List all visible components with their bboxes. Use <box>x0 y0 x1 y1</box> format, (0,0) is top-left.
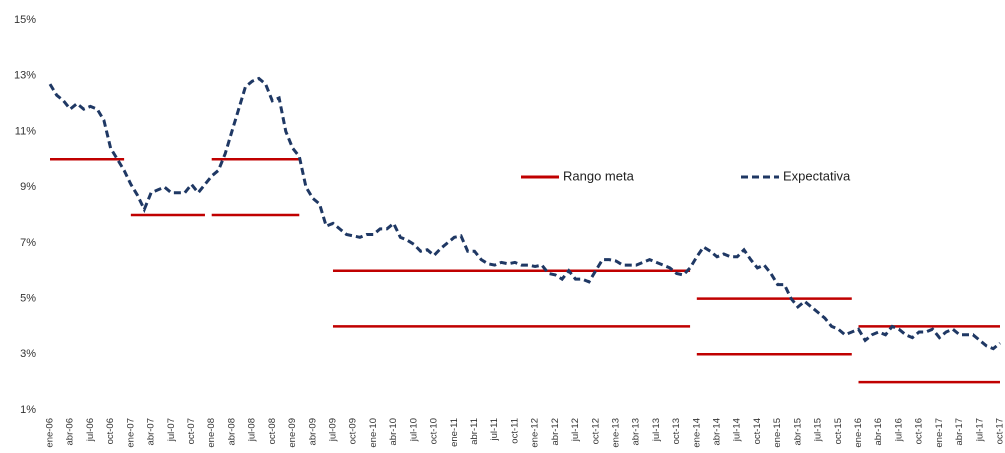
y-tick-label: 3% <box>20 348 36 360</box>
x-tick-label: ene-16 <box>853 418 864 448</box>
x-tick-label: oct-16 <box>914 418 925 444</box>
x-tick-label: ene-15 <box>772 418 783 448</box>
line-series <box>48 76 1001 351</box>
x-tick-label: jul-12 <box>570 418 581 442</box>
x-tick-label: abr-10 <box>388 418 399 445</box>
x-tick-label: ene-07 <box>125 418 136 448</box>
x-tick-label: ene-14 <box>691 418 702 448</box>
x-tick-label: ene-06 <box>45 418 56 448</box>
x-tick-label: oct-15 <box>833 418 844 444</box>
x-tick-label: abr-09 <box>307 418 318 445</box>
x-tick-label: abr-11 <box>469 418 480 445</box>
x-tick-label: jul-14 <box>732 418 743 442</box>
x-tick-label: abr-12 <box>550 418 561 445</box>
x-tick-label: ene-10 <box>368 418 379 448</box>
x-tick-label: oct-09 <box>348 418 359 444</box>
x-tick-label: jul-07 <box>166 418 177 442</box>
x-tick-label: jul-10 <box>408 418 419 442</box>
y-tick-label: 7% <box>20 237 36 249</box>
x-tick-label: oct-11 <box>509 418 520 444</box>
legend-label: Rango meta <box>563 168 635 183</box>
x-tick-label: ene-12 <box>530 418 541 448</box>
x-tick-label: abr-08 <box>226 418 237 445</box>
x-tick-label: oct-06 <box>105 418 116 444</box>
x-tick-label: jul-16 <box>893 418 904 442</box>
y-tick-label: 15% <box>14 14 36 26</box>
x-tick-label: jul-15 <box>813 418 824 442</box>
x-tick-label: ene-17 <box>934 418 945 448</box>
x-tick-label: ene-11 <box>449 418 460 447</box>
y-tick-label: 11% <box>15 125 36 137</box>
x-tick-label: oct-07 <box>186 418 197 444</box>
y-tick-label: 5% <box>20 292 36 304</box>
x-tick-label: jul-08 <box>247 418 258 442</box>
x-tick-label: jul-11 <box>489 418 500 442</box>
x-tick-label: abr-07 <box>146 418 157 445</box>
x-tick-label: ene-08 <box>206 418 217 448</box>
x-tick-label: abr-14 <box>712 418 723 445</box>
x-tick-label: jul-17 <box>974 418 985 442</box>
x-tick-label: oct-12 <box>590 418 601 444</box>
x-tick-label: ene-13 <box>610 418 621 448</box>
x-tick-label: abr-13 <box>631 418 642 445</box>
x-tick-label: oct-14 <box>752 418 763 444</box>
y-tick-label: 9% <box>20 181 36 193</box>
x-tick-label: oct-13 <box>671 418 682 444</box>
x-tick-label: oct-10 <box>429 418 440 444</box>
x-tick-label: abr-06 <box>65 418 76 445</box>
x-tick-label: oct-08 <box>267 418 278 444</box>
y-tick-label: 13% <box>14 70 36 82</box>
x-tick-label: jul-06 <box>85 418 96 442</box>
legend-label: Expectativa <box>783 168 851 183</box>
x-tick-label: jul-09 <box>327 418 338 442</box>
x-tick-label: ene-09 <box>287 418 298 448</box>
x-tick-label: abr-15 <box>792 418 803 445</box>
x-tick-label: abr-16 <box>873 418 884 445</box>
x-tick-label: abr-17 <box>954 418 965 445</box>
x-tick-label: oct-17 <box>995 418 1005 444</box>
y-tick-label: 1% <box>20 404 36 416</box>
x-tick-label: jul-13 <box>651 418 662 442</box>
